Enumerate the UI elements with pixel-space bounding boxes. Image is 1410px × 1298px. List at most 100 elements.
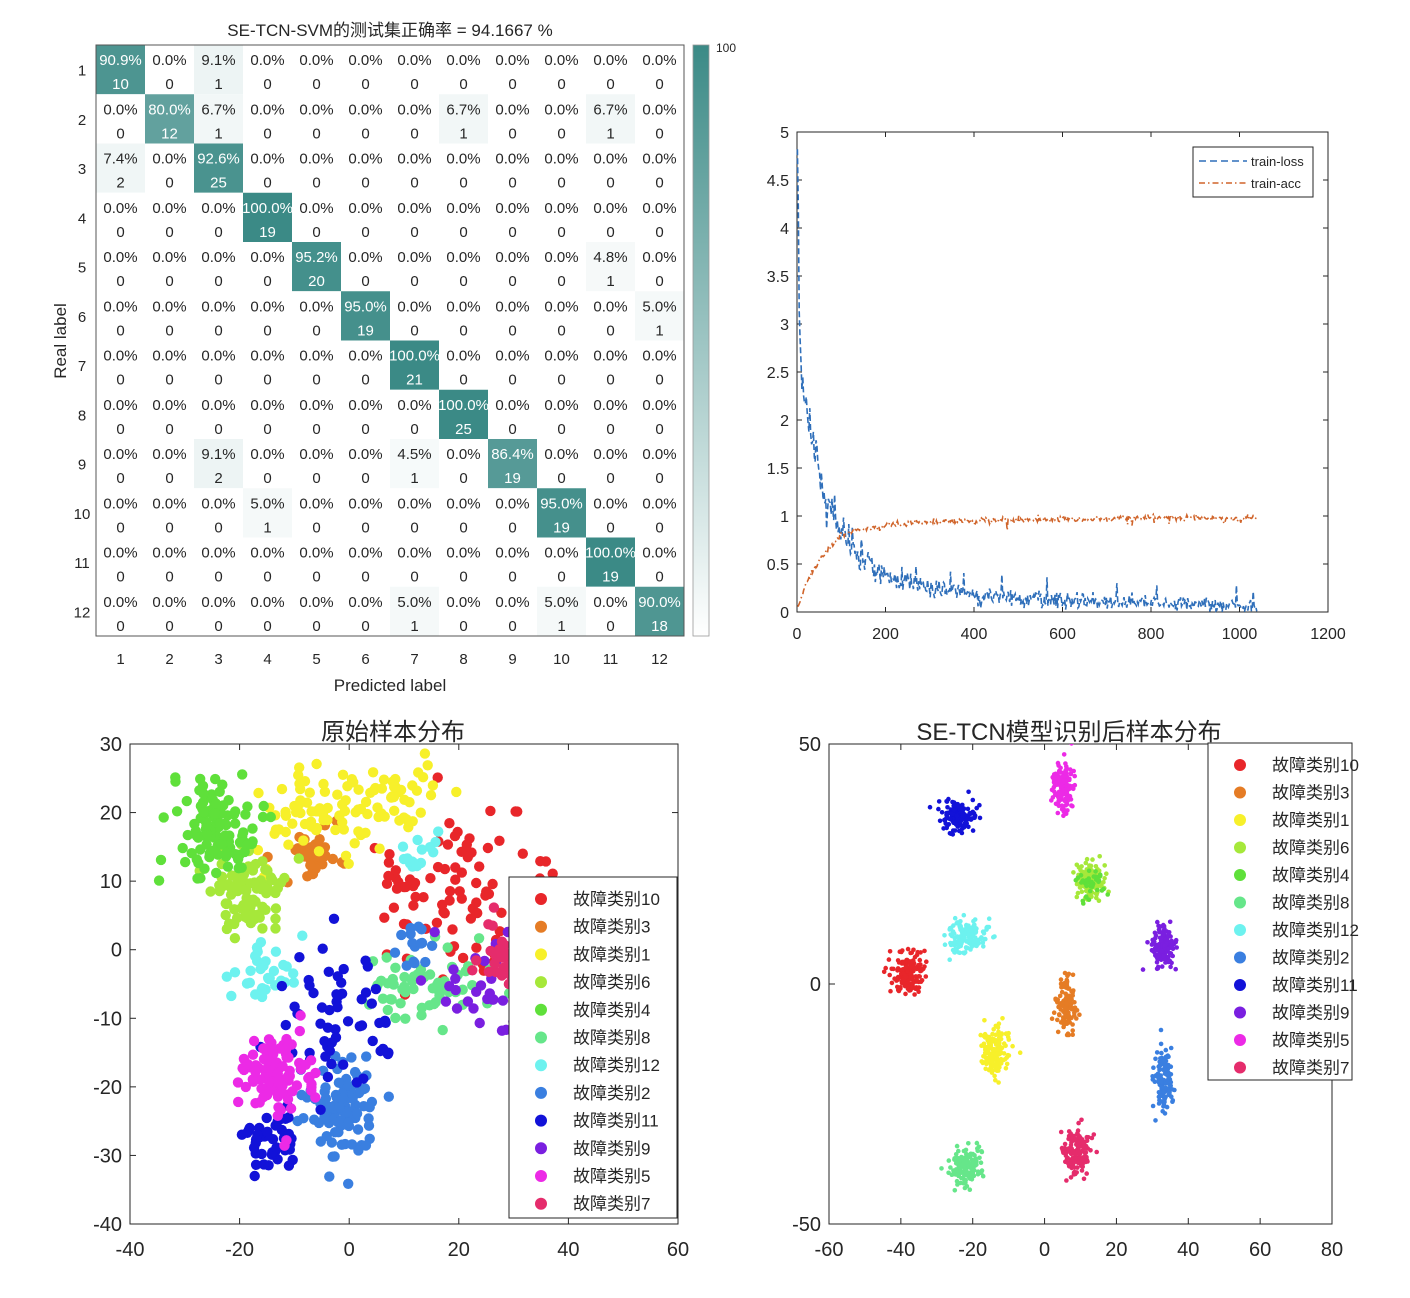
cm-cell-count: 0	[263, 76, 271, 93]
cm-cell-count: 0	[312, 125, 320, 142]
scatter-point	[471, 942, 482, 953]
cm-cell	[537, 291, 586, 341]
scatter-point	[158, 812, 169, 823]
cm-cell-count: 1	[606, 273, 614, 290]
scatter-point	[338, 824, 349, 835]
scatter-point	[1149, 942, 1155, 947]
legend-entry: 故障类别4	[1272, 866, 1349, 885]
scatter-point	[488, 902, 500, 913]
cm-cell-percent: 0.0%	[201, 249, 235, 266]
scatter-point	[228, 809, 240, 820]
legend-marker	[1234, 814, 1246, 826]
cm-cell-count: 25	[210, 175, 227, 192]
scatter-point	[474, 1017, 485, 1029]
cm-cell-count: 0	[557, 322, 565, 339]
scatter-point	[220, 830, 231, 841]
cm-cell-percent: 0.0%	[348, 200, 382, 217]
x-tick-label: 20	[448, 1239, 470, 1261]
scatter-point	[363, 1113, 374, 1124]
scatter-point	[425, 790, 437, 801]
scatter-point	[420, 956, 431, 968]
cm-cell-count: 1	[655, 322, 663, 339]
scatter-point	[966, 1141, 971, 1146]
scatter-point	[1055, 810, 1061, 816]
scatter-point	[1160, 1085, 1165, 1090]
lc-y-tick-label: 2	[780, 413, 789, 430]
cm-cell-percent: 0.0%	[250, 545, 284, 562]
train-acc-line	[797, 511, 1257, 607]
scatter-point	[431, 917, 443, 928]
scatter-point	[291, 1080, 303, 1091]
lc-y-tick-label: 4.5	[767, 173, 789, 190]
cm-cell-count: 0	[606, 322, 614, 339]
scatter-point	[483, 919, 494, 930]
cm-cell-percent: 0.0%	[348, 446, 382, 463]
cm-x-tick-label: 4	[263, 651, 271, 668]
cm-y-tick-label: 2	[78, 112, 86, 129]
scatter-point	[256, 984, 267, 995]
scatter-point	[308, 987, 319, 999]
scatter-point	[1165, 933, 1171, 939]
cm-cell-count: 0	[263, 273, 271, 290]
cm-cell-count: 0	[459, 618, 467, 635]
scatter-point	[1169, 944, 1174, 950]
scatter-point	[1161, 1059, 1166, 1064]
scatter-point	[901, 959, 907, 965]
cm-cell	[586, 586, 635, 636]
cm-cell-count: 0	[557, 569, 565, 586]
cm-colorbar	[692, 44, 710, 637]
cm-cell-count: 0	[312, 569, 320, 586]
scatter-point	[971, 918, 976, 924]
scatter-point	[1158, 1056, 1163, 1061]
scatter-point	[418, 892, 429, 903]
cm-cell-count: 0	[116, 125, 124, 142]
cm-cell-percent: 0.0%	[152, 52, 186, 69]
scatter-point	[1064, 1021, 1070, 1026]
scatter-point	[1058, 977, 1064, 982]
scatter-point	[1051, 1010, 1057, 1015]
scatter-point	[379, 912, 390, 923]
scatter-point	[302, 871, 313, 882]
scatter-point	[1061, 787, 1066, 793]
scatter-point	[912, 992, 917, 997]
cm-cell	[488, 389, 537, 439]
scatter-point	[349, 838, 360, 849]
cm-cell-percent: 0.0%	[250, 397, 284, 414]
scatter-point	[201, 820, 212, 832]
cm-cell-percent: 0.0%	[348, 495, 382, 512]
scatter-point	[917, 957, 923, 963]
scatter-point	[1086, 897, 1092, 902]
scatter-point	[1151, 1065, 1156, 1070]
scatter-point	[457, 952, 469, 964]
scatter-point	[1065, 1031, 1071, 1036]
scatter-point	[1165, 1054, 1170, 1060]
cm-cell-count: 0	[214, 519, 222, 536]
scatter-point	[272, 1068, 283, 1079]
cm-cell-percent: 0.0%	[397, 397, 431, 414]
scatter-point	[1096, 898, 1102, 903]
scatter-point	[467, 965, 478, 976]
scatter-point	[1070, 1156, 1076, 1162]
cm-cell	[96, 192, 145, 242]
scatter-point	[250, 1159, 262, 1170]
cm-cell-count: 0	[508, 224, 516, 241]
cm-cell-count: 0	[459, 224, 467, 241]
cm-cell	[537, 192, 586, 242]
cm-cell-percent: 0.0%	[250, 151, 284, 168]
cm-cell	[390, 291, 439, 341]
cm-cell	[341, 242, 390, 292]
cm-cell-count: 0	[165, 569, 173, 586]
scatter-point	[1163, 1094, 1168, 1100]
scatter-point	[192, 873, 203, 884]
scatter-point	[959, 1175, 964, 1181]
scatter-point	[432, 772, 443, 783]
scatter-point	[398, 853, 410, 865]
scatter-point	[451, 786, 462, 798]
cm-cell	[390, 439, 439, 489]
scatter-point	[517, 848, 528, 859]
cm-cell-percent: 0.0%	[299, 52, 333, 69]
scatter-point	[479, 955, 490, 967]
scatter-point	[497, 995, 509, 1006]
cm-cell-count: 0	[410, 273, 418, 290]
scatter-point	[295, 783, 306, 795]
